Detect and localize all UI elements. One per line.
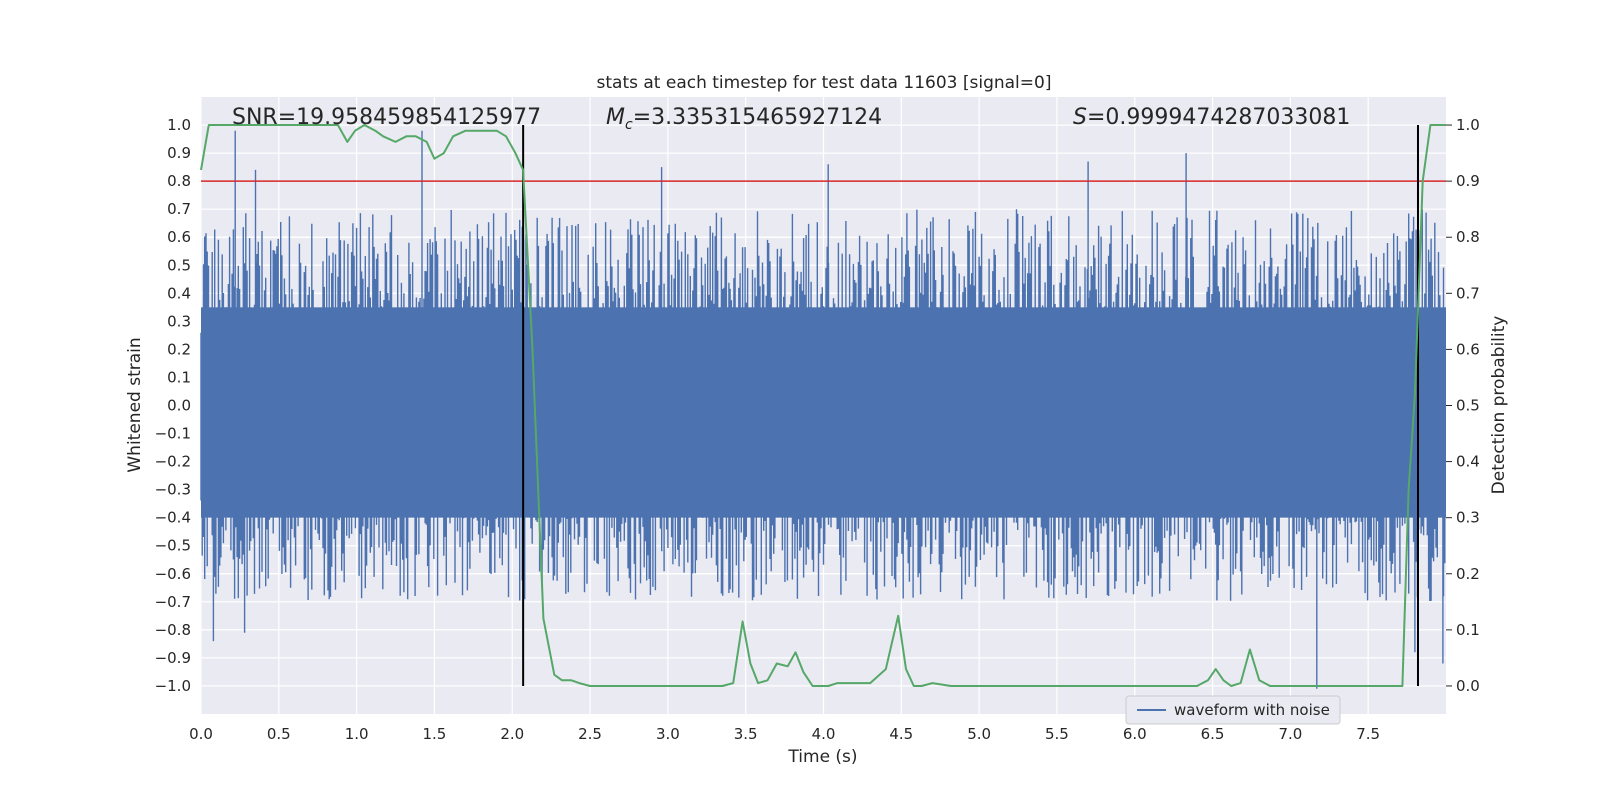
y-left-tick-label: −0.8 [155, 621, 191, 639]
x-tick-label: 3.0 [656, 725, 680, 743]
y-right-tick-label: 0.3 [1456, 509, 1480, 527]
y-right-tick-label: 0.5 [1456, 397, 1480, 415]
y-left-tick-label: −0.4 [155, 509, 191, 527]
y-left-tick-label: −0.1 [155, 425, 191, 443]
y-left-tick-label: 0.7 [167, 200, 191, 218]
y-left-tick-label: −0.2 [155, 453, 191, 471]
y-right-tick-label: 0.1 [1456, 621, 1480, 639]
x-tick-label: 7.5 [1356, 725, 1380, 743]
x-tick-label: 6.5 [1201, 725, 1225, 743]
waveform-series [200, 130, 1446, 689]
s-annotation: S=0.9999474287033081 [1073, 105, 1350, 130]
legend: waveform with noise [1125, 695, 1341, 725]
mc-value: =3.335315465927124 [633, 105, 882, 130]
mc-symbol: M [606, 105, 625, 130]
axis-layer: 0.0 0.5 1.0 1.5 2.0 2.5 3.0 3.5 4.0 4.5 5.0 5.5 6.0 6… [155, 116, 1480, 743]
x-tick-label: 2.0 [500, 725, 524, 743]
y-left-tick-label: −0.7 [155, 593, 191, 611]
snr-annotation: SNR=19.958459854125977 [232, 105, 541, 130]
y-left-tick-label: −0.6 [155, 565, 191, 583]
s-symbol: S [1073, 105, 1087, 130]
x-tick-label: 4.5 [889, 725, 913, 743]
x-tick-label: 3.5 [734, 725, 758, 743]
y-left-tick-label: −1.0 [155, 677, 191, 695]
y-right-tick-label: 1.0 [1456, 116, 1480, 134]
chart-title: stats at each timestep for test data 116… [597, 73, 1052, 93]
legend-box [1125, 695, 1341, 725]
x-tick-label: 0.0 [189, 725, 213, 743]
y-right-tick-label: 0.4 [1456, 453, 1480, 471]
y-axis-left-title: Whitened strain [125, 337, 145, 472]
y-left-tick-label: −0.9 [155, 649, 191, 667]
y-right-tick-label: 0.0 [1456, 677, 1480, 695]
x-tick-label: 1.5 [423, 725, 447, 743]
y-right-tick-label: 0.7 [1456, 284, 1480, 302]
y-right-tick-label: 0.2 [1456, 565, 1480, 583]
x-axis-title: Time (s) [787, 747, 857, 767]
mc-annotation: Mc=3.335315465927124 [606, 105, 882, 133]
y-axis-right-title: Detection probability [1489, 316, 1509, 495]
mc-subscript: c [625, 117, 633, 133]
y-left-tick-label: 1.0 [167, 116, 191, 134]
y-left-tick-label: 0.2 [167, 340, 191, 358]
x-tick-label: 5.5 [1045, 725, 1069, 743]
waveform-with-noise-line [200, 130, 1446, 689]
y-left-tick-label: −0.3 [155, 481, 191, 499]
y-right-tick-label: 0.9 [1456, 172, 1480, 190]
y-left-tick-label: 0.1 [167, 368, 191, 386]
y-right-tick-label: 0.6 [1456, 340, 1480, 358]
y-left-tick-label: 0.3 [167, 312, 191, 330]
x-tick-label: 1.0 [345, 725, 369, 743]
x-tick-label: 5.0 [967, 725, 991, 743]
x-tick-label: 2.5 [578, 725, 602, 743]
x-tick-label: 7.0 [1278, 725, 1302, 743]
x-tick-label: 0.5 [267, 725, 291, 743]
legend-label: waveform with noise [1174, 701, 1330, 719]
y-left-tick-label: 0.5 [167, 256, 191, 274]
y-left-tick-label: 0.8 [167, 172, 191, 190]
x-tick-label: 4.0 [812, 725, 836, 743]
s-value: =0.9999474287033081 [1087, 105, 1350, 130]
y-left-tick-label: 0.0 [167, 397, 191, 415]
y-left-tick-label: 0.9 [167, 144, 191, 162]
x-tick-label: 6.0 [1123, 725, 1147, 743]
detection-probability-line [200, 124, 1446, 687]
probability-series [200, 124, 1446, 687]
y-left-tick-label: 0.6 [167, 228, 191, 246]
y-left-tick-label: −0.5 [155, 537, 191, 555]
vertical-lines-layer [522, 125, 1419, 686]
y-right-tick-label: 0.8 [1456, 228, 1480, 246]
y-left-tick-label: 0.4 [167, 284, 191, 302]
